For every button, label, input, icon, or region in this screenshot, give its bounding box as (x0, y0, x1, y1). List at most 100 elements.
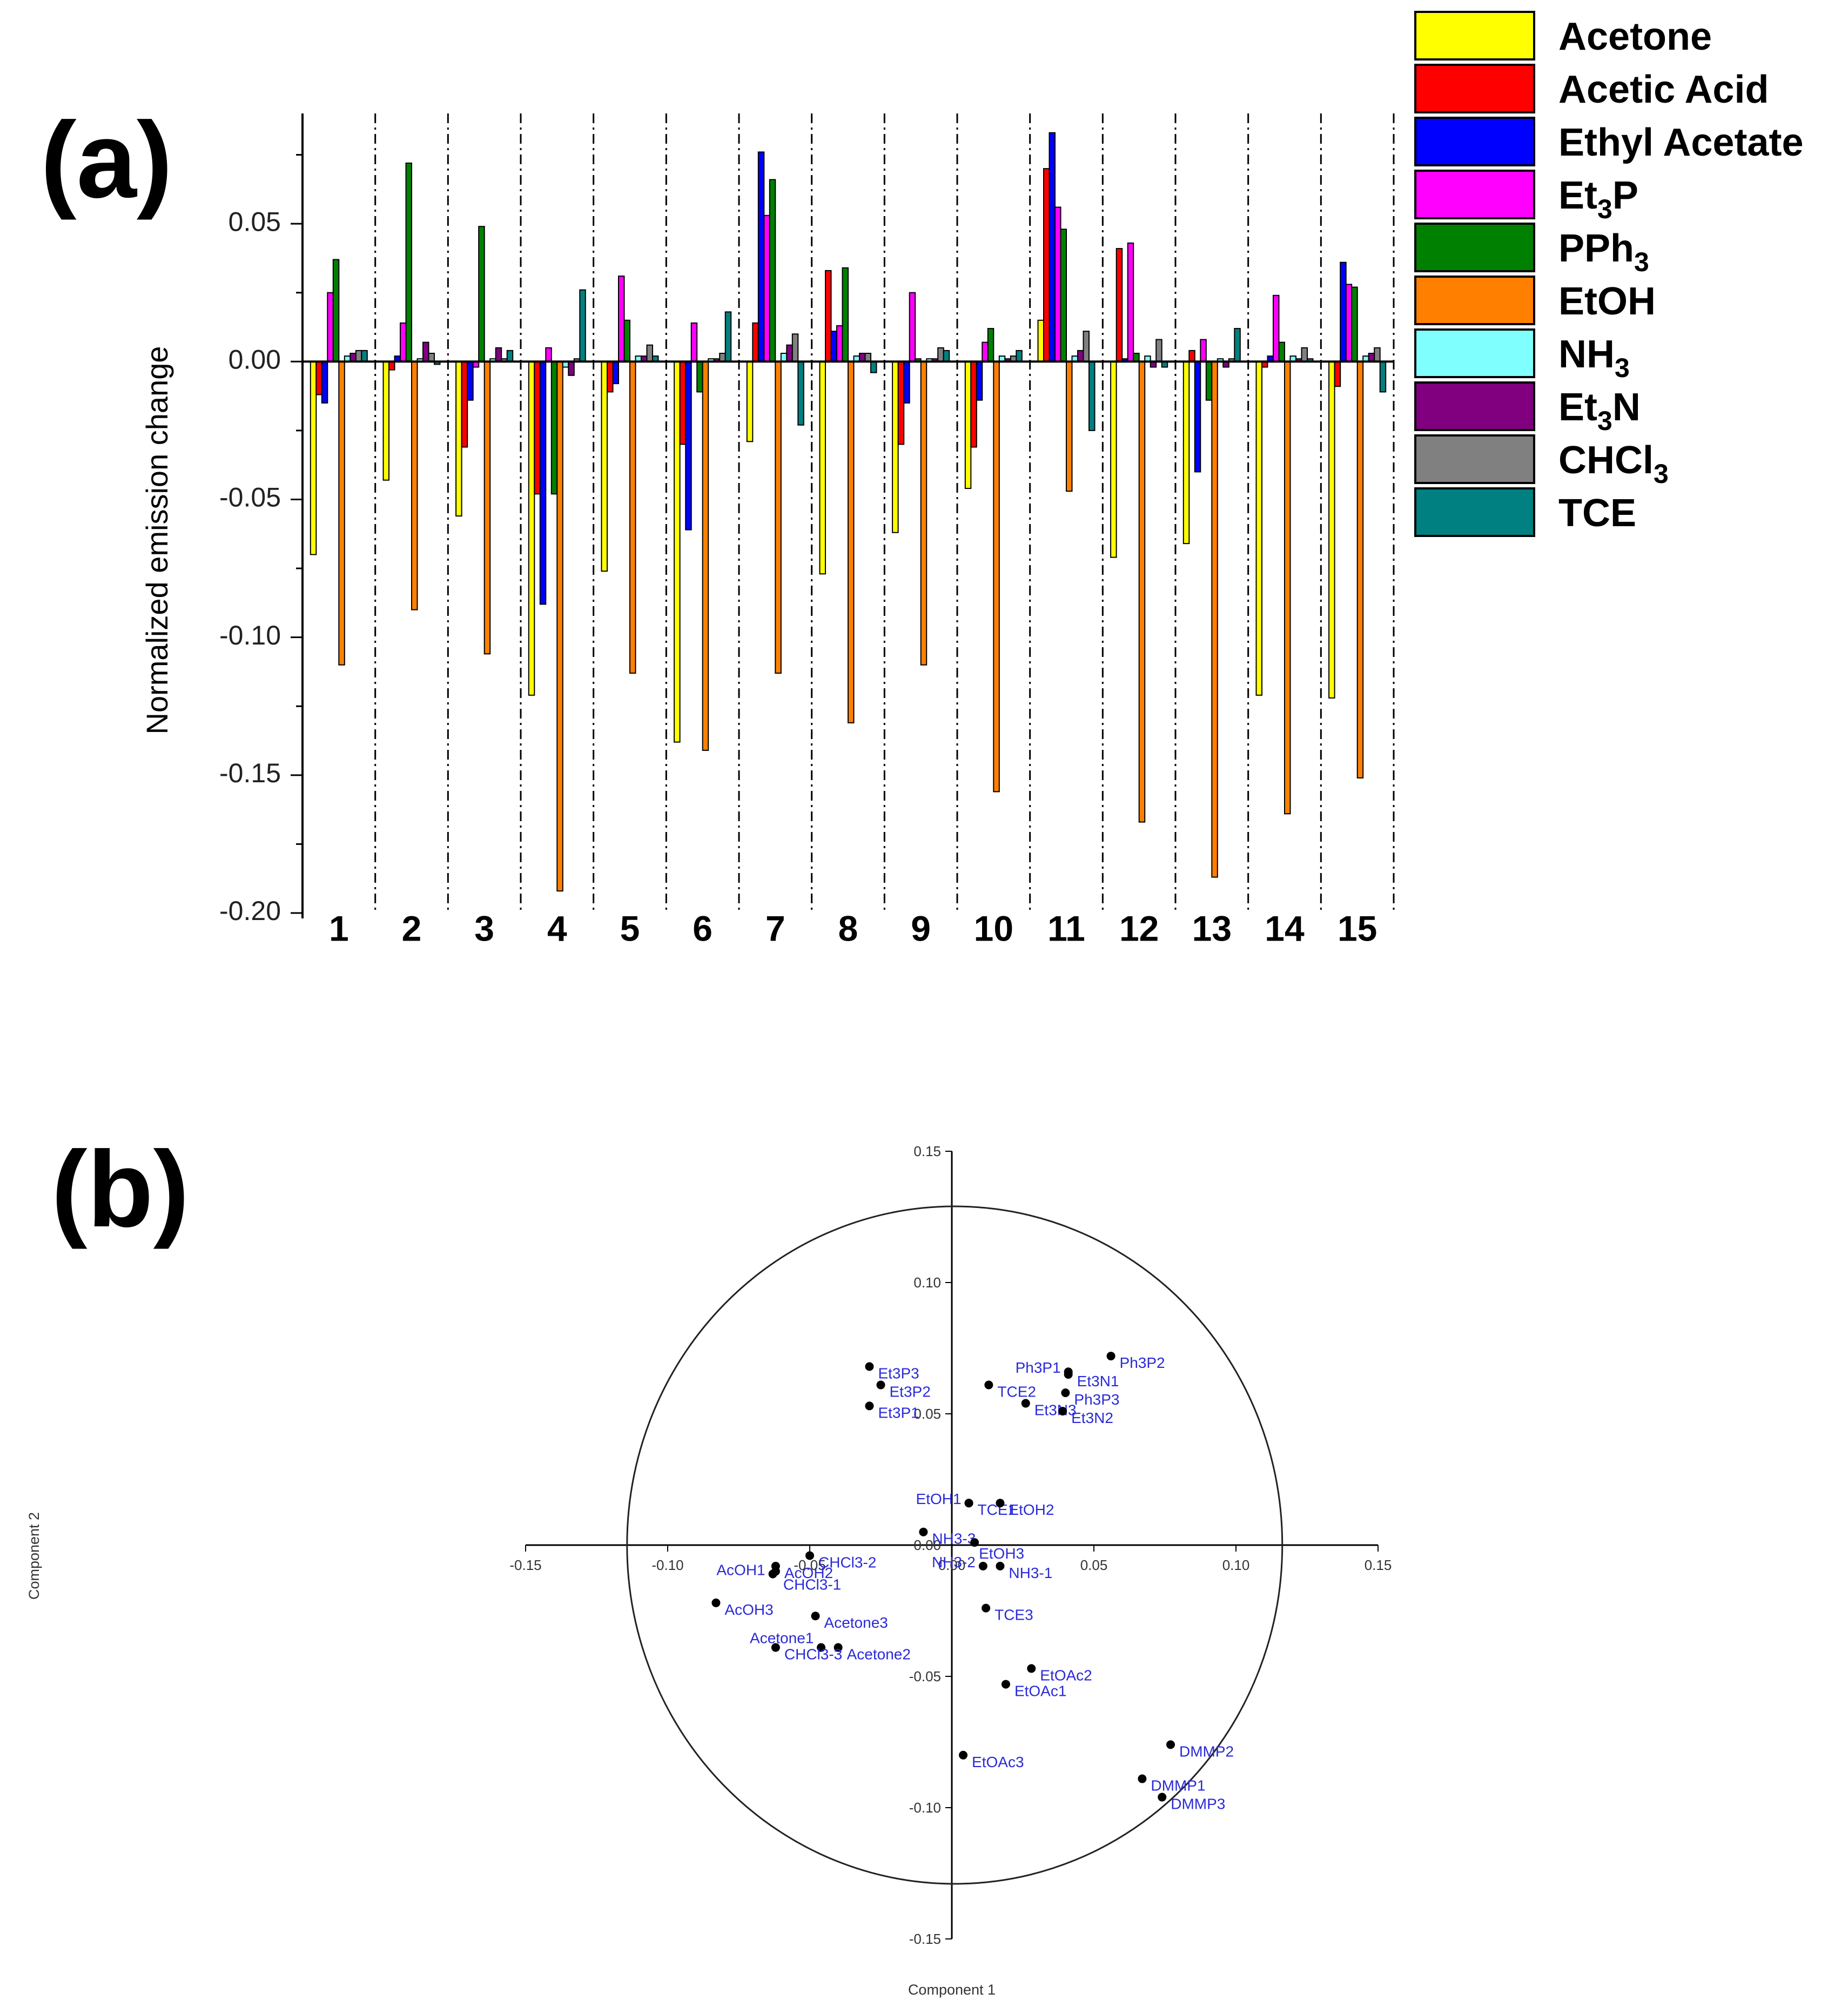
point-label: Ph3P1 (1016, 1359, 1061, 1376)
bar-TCE-15 (1379, 361, 1387, 393)
bar-PPh3-3 (478, 226, 485, 363)
x-tick-label: -0.15 (509, 1557, 541, 1573)
bar-PPh3-4 (550, 361, 558, 495)
point-label: EtOAc3 (972, 1754, 1024, 1770)
bar-Acetone-7 (746, 361, 754, 442)
point-label: CHCl3-3 (784, 1646, 842, 1663)
bar-Et3N-7 (786, 344, 793, 363)
point-NH3-1 (996, 1561, 1005, 1570)
x-tick-label: 5 (620, 908, 640, 948)
bar-PPh3-14 (1278, 341, 1285, 363)
bar-Ethyl Acetate-13 (1194, 361, 1201, 473)
x-tick-label: 14 (1265, 908, 1305, 948)
bar-Ethyl Acetate-1 (321, 361, 328, 404)
legend-swatch (1414, 381, 1535, 431)
bar-EtOH-7 (775, 361, 782, 674)
bar-EtOH-9 (920, 361, 928, 666)
y-tick-label: 0.00 (913, 1537, 941, 1553)
bar-TCE-9 (943, 350, 950, 363)
bar-NH3-7 (780, 353, 788, 363)
bar-Et3P-11 (1054, 206, 1061, 363)
legend-item-TCE: TCE (1414, 487, 1636, 537)
legend-swatch (1414, 64, 1535, 113)
bar-PPh3-15 (1351, 286, 1358, 363)
point-CHCl3-2 (805, 1551, 814, 1560)
bar-chart: 0.050.00-0.05-0.10-0.15-0.20 1 2 3 4 5 6 7 8 9 10… (140, 11, 1803, 948)
legend-item-NH3: NH3 (1414, 328, 1630, 383)
x-tick-label: 2 (402, 908, 422, 948)
bar-Acetone-3 (455, 361, 462, 517)
point-label: Et3N2 (1071, 1409, 1113, 1426)
legend-swatch (1414, 487, 1535, 537)
y-tick-label: 0.05 (229, 206, 281, 237)
bar-EtOH-11 (1066, 361, 1073, 492)
bar-Acetone-8 (819, 361, 826, 575)
bar-CHCl3-14 (1301, 347, 1308, 363)
bar-PPh3-8 (842, 267, 849, 363)
x-axis-title: Component 1 (908, 1982, 996, 1998)
point-label: AcOH2 (784, 1565, 833, 1581)
x-tick-label: 0.15 (1365, 1557, 1392, 1573)
bar-Ethyl Acetate-11 (1049, 132, 1056, 363)
bar-Acetic Acid-9 (897, 361, 905, 445)
y-tick-label: -0.10 (219, 620, 281, 650)
x-tick-label: 8 (838, 908, 858, 948)
x-tick-label: 1 (329, 908, 349, 948)
bar-Ethyl Acetate-10 (976, 361, 983, 401)
x-tick-label: 0.10 (1222, 1557, 1250, 1573)
y-tick-label: -0.20 (219, 896, 281, 926)
bar-EtOH-8 (848, 361, 855, 723)
legend-label: Acetone (1558, 15, 1712, 58)
y-tick-label: -0.05 (909, 1668, 941, 1684)
x-tick-label: 4 (547, 908, 567, 948)
point-label: DMMP1 (1151, 1777, 1205, 1794)
x-tick-label: 0.05 (1080, 1557, 1108, 1573)
bar-Et3P-5 (618, 276, 625, 363)
point-Et3N2 (1058, 1407, 1067, 1416)
bar-Ethyl Acetate-4 (539, 361, 547, 605)
point-TCE3 (982, 1603, 991, 1613)
legend-label: Et3N (1558, 386, 1641, 436)
bar-Acetone-15 (1328, 361, 1335, 699)
bar-Acetic Acid-8 (825, 270, 832, 363)
point-label: Et3P1 (878, 1404, 919, 1421)
bar-PPh3-7 (769, 179, 776, 363)
point-DMMP2 (1166, 1740, 1175, 1749)
bar-TCE-3 (506, 350, 514, 363)
bar-Et3N-4 (568, 361, 575, 376)
bar-TCE-6 (724, 311, 732, 363)
legend-swatch (1414, 328, 1535, 378)
y-tick-label: 0.15 (913, 1143, 941, 1159)
bar-Acetic Acid-2 (388, 361, 395, 371)
bar-EtOH-4 (556, 361, 563, 892)
bar-Acetic Acid-6 (679, 361, 687, 445)
bar-EtOH-15 (1356, 361, 1364, 778)
bar-Et3P-10 (982, 341, 989, 363)
bar-Ethyl Acetate-5 (612, 361, 619, 385)
bar-Et3N-15 (1368, 353, 1375, 363)
bar-CHCl3-12 (1155, 339, 1162, 363)
bar-PPh3-13 (1205, 361, 1213, 401)
point-label: NH3-2 (932, 1554, 976, 1570)
y-tick-label: -0.10 (909, 1800, 941, 1816)
point-label: TCE3 (994, 1607, 1033, 1623)
bar-EtOH-5 (629, 361, 636, 674)
point-label: DMMP2 (1179, 1743, 1234, 1760)
legend-label: CHCl3 (1558, 439, 1669, 489)
bar-Acetone-6 (674, 361, 681, 743)
y-tick-label: -0.15 (219, 758, 281, 788)
bar-PPh3-10 (987, 328, 994, 363)
legend-label: Acetic Acid (1558, 68, 1769, 111)
bar-Et3P-12 (1127, 242, 1134, 363)
point-EtOAc2 (1027, 1664, 1036, 1673)
point-EtOAc3 (959, 1750, 968, 1760)
point-CHCl3-3 (771, 1643, 780, 1652)
bar-Ethyl Acetate-8 (830, 331, 837, 363)
bar-Ethyl Acetate-15 (1340, 261, 1347, 363)
point-label: EtOAc2 (1040, 1667, 1092, 1683)
x-tick-label: 15 (1338, 908, 1377, 948)
bar-CHCl3-9 (937, 347, 944, 363)
confidence-ellipse (626, 1205, 1283, 1885)
point-label: EtOH1 (916, 1491, 962, 1507)
